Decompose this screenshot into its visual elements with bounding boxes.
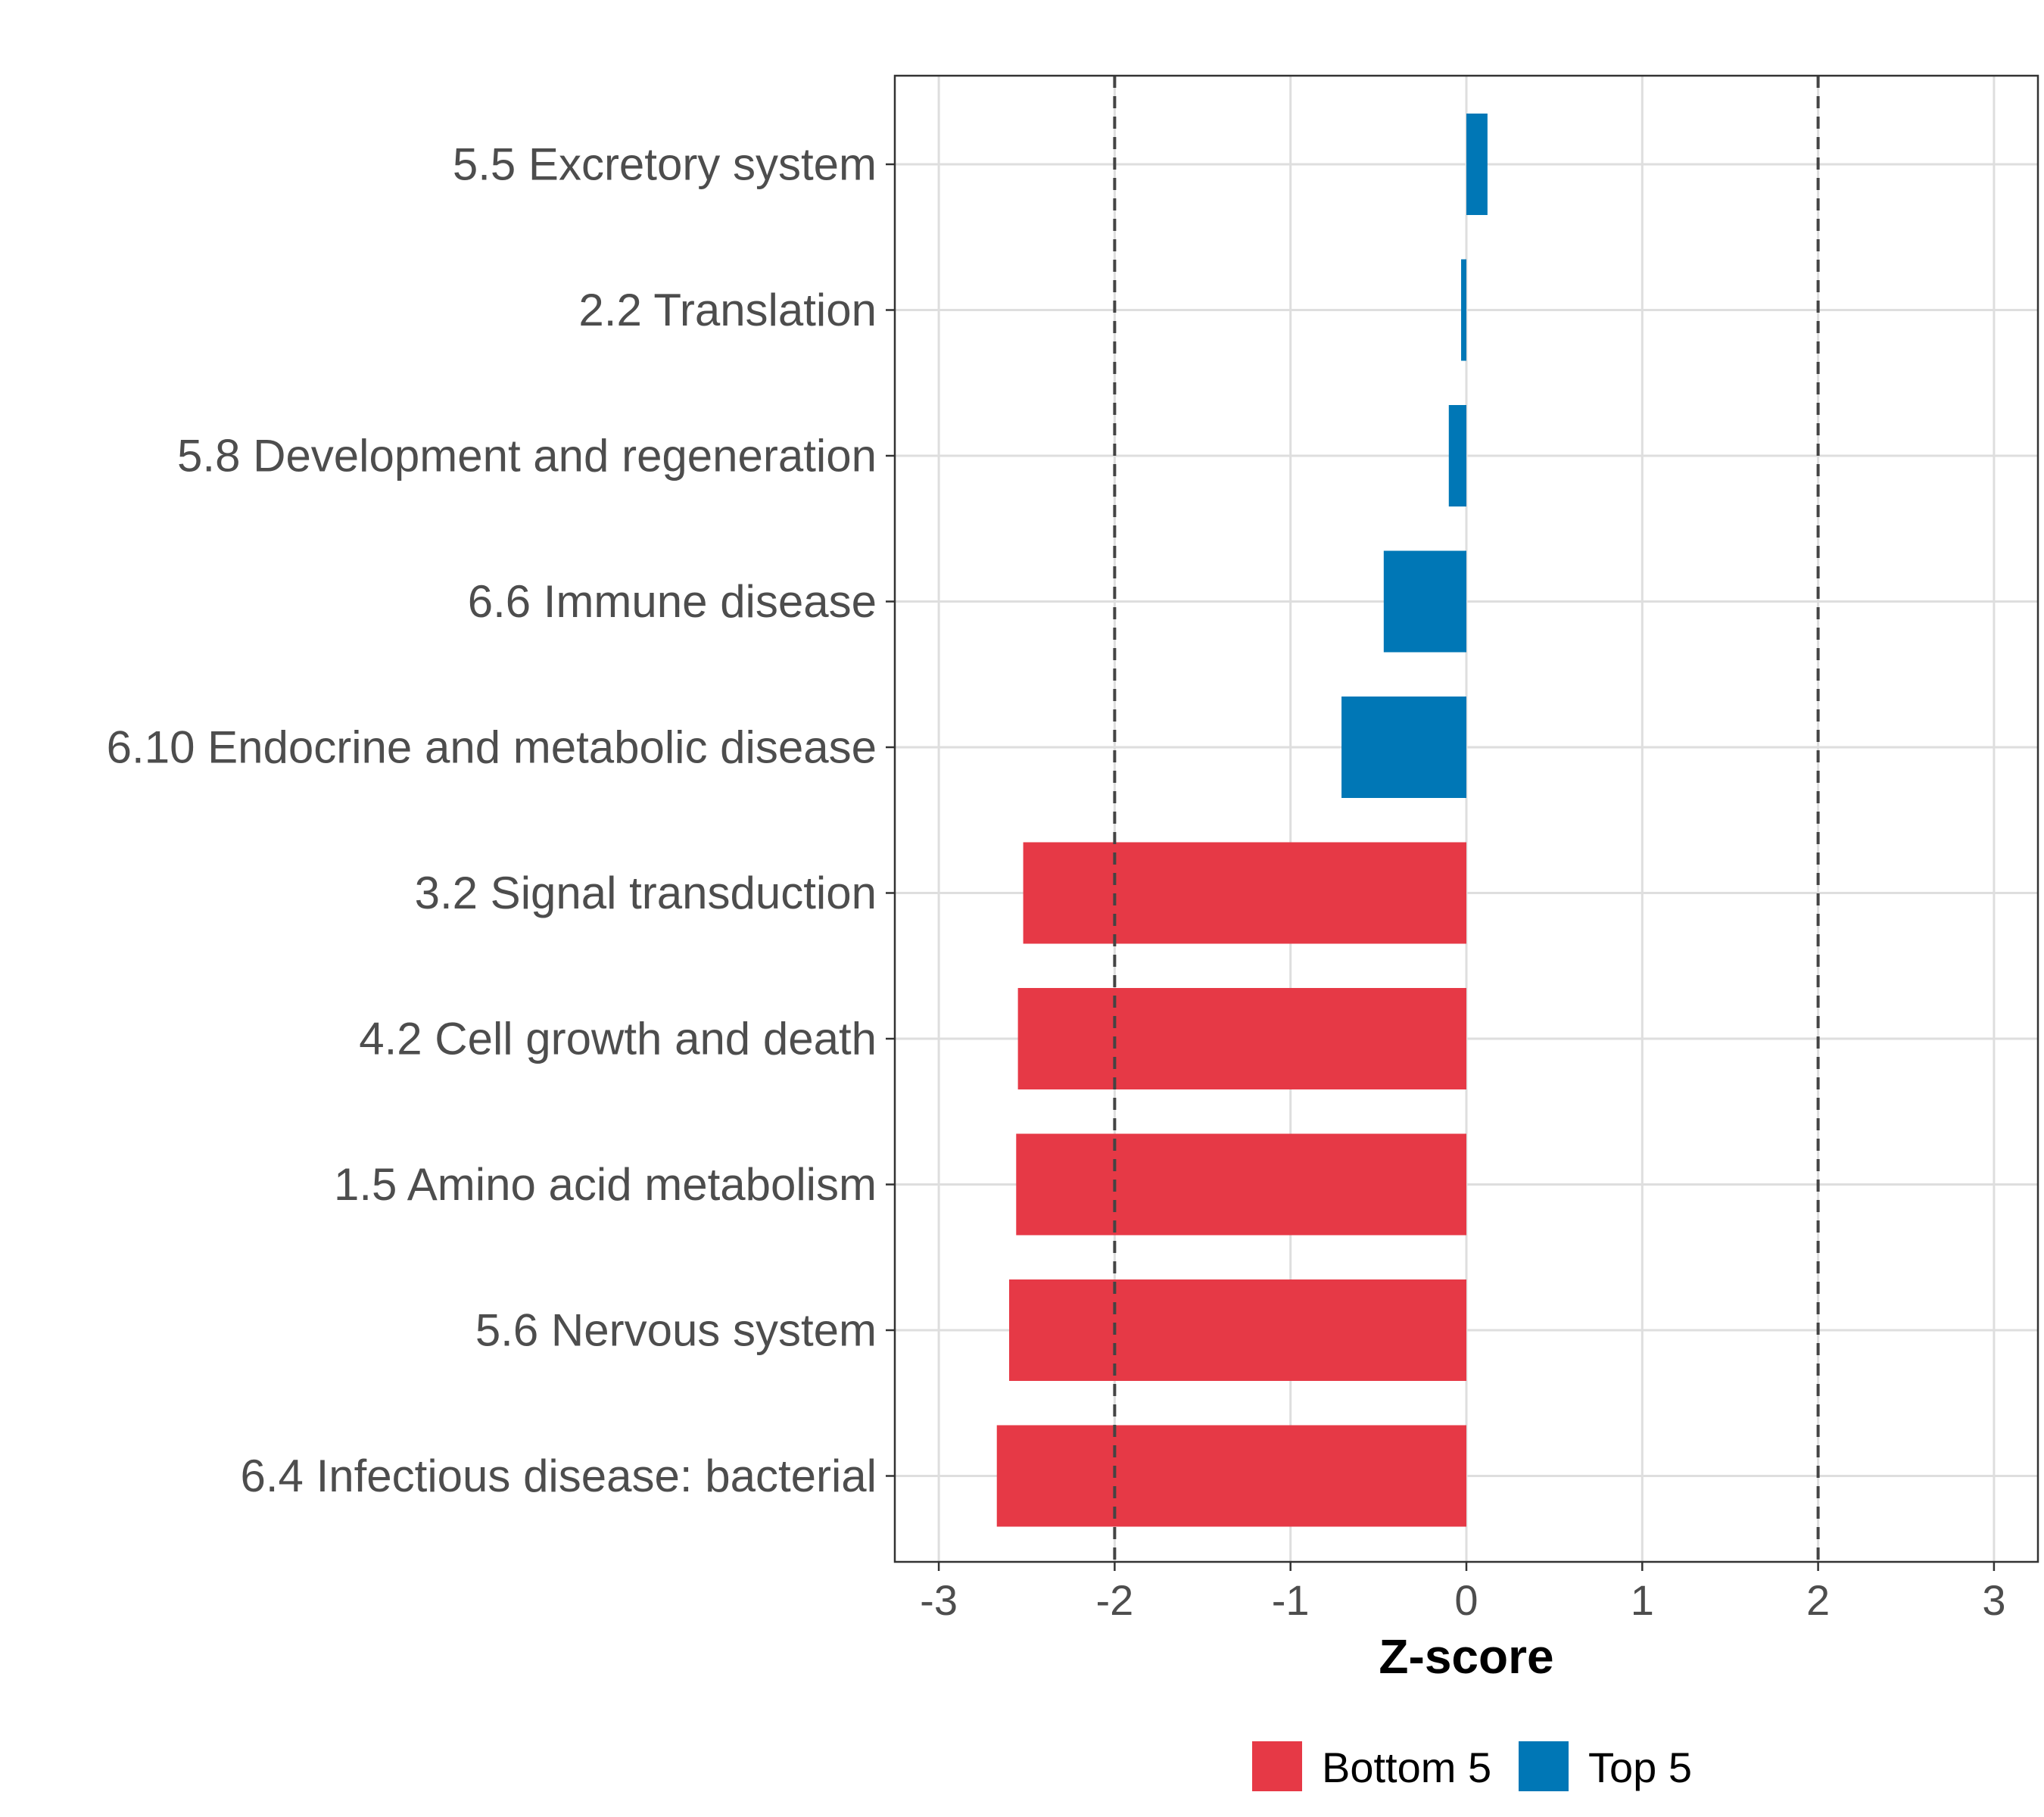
legend-label-top-5: Top 5 bbox=[1588, 1744, 1692, 1791]
legend-swatch-top-5 bbox=[1519, 1741, 1569, 1791]
x-tick-label-2: -2 bbox=[1095, 1576, 1133, 1624]
category-label-5-5-excretory-system: 5.5 Excretory system bbox=[453, 139, 877, 190]
bar-5-8-development-and-regeneration bbox=[1448, 405, 1466, 506]
bar-2-2-translation bbox=[1461, 259, 1466, 361]
x-axis-title: Z-score bbox=[1379, 1629, 1553, 1684]
x-tick-label-3: -3 bbox=[920, 1576, 958, 1624]
legend-swatch-bottom-5 bbox=[1252, 1741, 1302, 1791]
x-tick-label-1: -1 bbox=[1272, 1576, 1310, 1624]
bar-1-5-amino-acid-metabolism bbox=[1016, 1133, 1466, 1236]
category-label-6-10-endocrine-and-metabolic-disease: 6.10 Endocrine and metabolic disease bbox=[107, 722, 877, 773]
category-label-6-4-infectious-disease-bacterial: 6.4 Infectious disease: bacterial bbox=[241, 1451, 877, 1501]
bar-6-4-infectious-disease-bacterial bbox=[996, 1425, 1466, 1527]
category-label-1-5-amino-acid-metabolism: 1.5 Amino acid metabolism bbox=[334, 1159, 877, 1210]
category-label-5-6-nervous-system: 5.6 Nervous system bbox=[475, 1305, 877, 1356]
x-tick-label-2: 2 bbox=[1806, 1576, 1830, 1624]
bars bbox=[996, 114, 1488, 1527]
bar-6-10-endocrine-and-metabolic-disease bbox=[1341, 697, 1466, 798]
y-axis-ticks: 5.5 Excretory system 2.2 Translation 5.8 D… bbox=[107, 139, 895, 1501]
x-tick-label-0: 0 bbox=[1454, 1576, 1478, 1624]
bar-5-6-nervous-system bbox=[1009, 1279, 1466, 1381]
bar-5-5-excretory-system bbox=[1466, 114, 1488, 215]
category-label-6-6-immune-disease: 6.6 Immune disease bbox=[468, 576, 877, 627]
bar-4-2-cell-growth-and-death bbox=[1017, 988, 1466, 1089]
category-label-2-2-translation: 2.2 Translation bbox=[578, 285, 877, 335]
category-label-3-2-signal-transduction: 3.2 Signal transduction bbox=[415, 868, 877, 918]
x-tick-label-1: 1 bbox=[1631, 1576, 1654, 1624]
reference-lines bbox=[1113, 76, 1820, 1562]
x-tick-label-3: 3 bbox=[1982, 1576, 2005, 1624]
legend: Bottom 5 Top 5 bbox=[1252, 1741, 1692, 1791]
x-axis-ticks: -3 -2 -1 0 1 2 3 bbox=[920, 1562, 2006, 1624]
legend-label-bottom-5: Bottom 5 bbox=[1322, 1744, 1491, 1791]
category-label-5-8-development-and-regeneration: 5.8 Development and regeneration bbox=[177, 431, 877, 482]
category-label-4-2-cell-growth-and-death: 4.2 Cell growth and death bbox=[359, 1014, 877, 1064]
bar-6-6-immune-disease bbox=[1383, 550, 1466, 653]
bar-3-2-signal-transduction bbox=[1023, 842, 1466, 944]
